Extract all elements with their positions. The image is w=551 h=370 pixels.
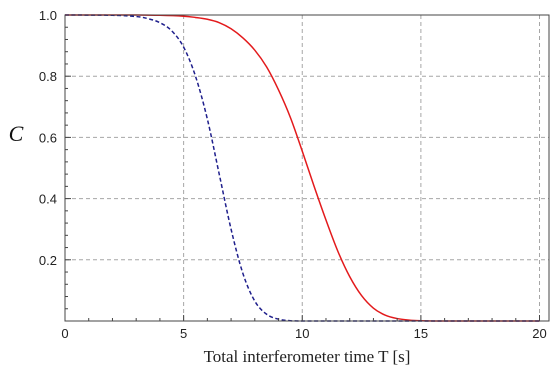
x-tick-label: 0 (61, 326, 68, 341)
y-tick-label: 0.2 (39, 253, 57, 268)
y-tick-label: 1.0 (39, 8, 57, 23)
grid-lines (65, 14, 549, 321)
y-axis-title: C (9, 121, 24, 146)
x-tick-label: 15 (414, 326, 428, 341)
x-tick-label: 20 (532, 326, 546, 341)
y-tick-label: 0.4 (39, 192, 57, 207)
x-tick-label: 10 (295, 326, 309, 341)
tick-labels: 0 5 10 15 20 0.2 0.4 0.6 0.8 1.0 (39, 8, 547, 341)
y-tick-label: 0.6 (39, 130, 57, 145)
x-tick-label: 5 (180, 326, 187, 341)
plot-frame (64, 14, 550, 322)
tick-marks (64, 14, 541, 321)
y-tick-label: 0.8 (39, 69, 57, 84)
x-axis-title: Total interferometer time T [s] (204, 347, 411, 366)
